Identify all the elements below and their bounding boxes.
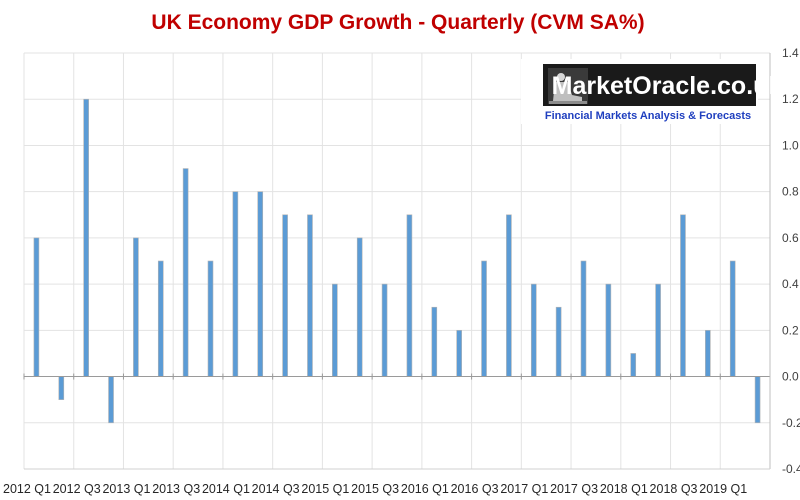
bar-2017-q4 [605,283,612,377]
bar-2016-q4 [506,214,512,377]
bar-2019-q2 [754,376,761,424]
y-tick-label: 0.4 [782,277,799,291]
x-tick-label: 2017 Q1 [500,482,548,496]
bar-2015-q1 [332,283,338,377]
y-tick-label: 0.0 [782,370,799,384]
bar-2018-q3 [680,214,686,377]
y-tick-label: 0.8 [782,185,799,199]
bar-2019-q1 [729,260,736,377]
y-tick-labels: -0.4 -0.2 0.0 0.2 0.4 0.6 0.8 1.0 1.2 1.4 [782,46,800,476]
y-tick-label: 1.0 [782,138,799,152]
bar-2012-q2 [58,376,65,400]
bar-2015-q4 [406,214,413,377]
bar-2015-q2 [356,237,363,377]
bar-2018-q1 [630,353,637,377]
bar-2014-q4 [307,214,313,377]
x-tick-label: 2015 Q3 [351,482,399,496]
bar-2018-q4 [705,330,711,377]
bar-2017-q2 [555,306,562,377]
bar-2016-q2 [456,330,462,377]
y-tick-label: 0.6 [782,231,799,245]
bar-2017-q1 [530,283,537,377]
y-tick-label: -0.2 [782,416,800,430]
bar-2014-q3 [282,214,288,377]
oracle-statue-icon [548,68,588,104]
x-tick-label: 2017 Q3 [550,482,598,496]
x-tick-label: 2016 Q3 [451,482,499,496]
bar-2013-q1 [133,237,139,377]
x-tick-label: 2014 Q1 [202,482,250,496]
x-tick-label: 2012 Q3 [53,482,101,496]
x-tick-labels: 2012 Q1 2012 Q3 2013 Q1 2013 Q3 2014 Q1 2014 … [3,482,747,496]
bar-2012-q3 [83,98,89,377]
bar-2016-q1 [431,306,438,377]
x-tick-label: 2018 Q1 [600,482,648,496]
logo-tagline: Financial Markets Analysis & Forecasts [545,110,751,122]
logo-name: MarketOracle.co.uk [552,72,783,100]
bar-2012-q4 [108,376,114,424]
bar-2016-q3 [481,260,487,377]
x-tick-label: 2019 Q1 [699,482,747,496]
y-tick-label: -0.4 [782,462,800,476]
chart-title: UK Economy GDP Growth - Quarterly (CVM S… [151,11,644,34]
bar-2013-q4 [207,260,214,377]
bar-2015-q3 [381,283,388,377]
bar-2013-q2 [157,260,164,377]
bar-2018-q2 [655,283,661,377]
bar-2017-q3 [580,260,587,377]
x-tick-label: 2013 Q3 [152,482,200,496]
bar-2013-q3 [182,168,189,377]
x-tick-label: 2018 Q3 [650,482,698,496]
y-tick-label: 1.4 [782,46,799,60]
x-tick-label: 2014 Q3 [252,482,300,496]
bar-2014-q2 [257,191,264,377]
marketoracle-logo: MarketOracle.co.uk Financial Markets Ana… [521,59,782,124]
x-tick-label: 2016 Q1 [401,482,449,496]
bar-2012-q1 [33,237,40,377]
y-tick-label: 1.2 [782,92,799,106]
x-tick-label: 2013 Q1 [102,482,150,496]
bar-2014-q1 [232,191,239,377]
x-tick-label: 2015 Q1 [301,482,349,496]
y-tick-label: 0.2 [782,323,799,337]
axes [23,53,771,470]
x-tick-label: 2012 Q1 [3,482,51,496]
